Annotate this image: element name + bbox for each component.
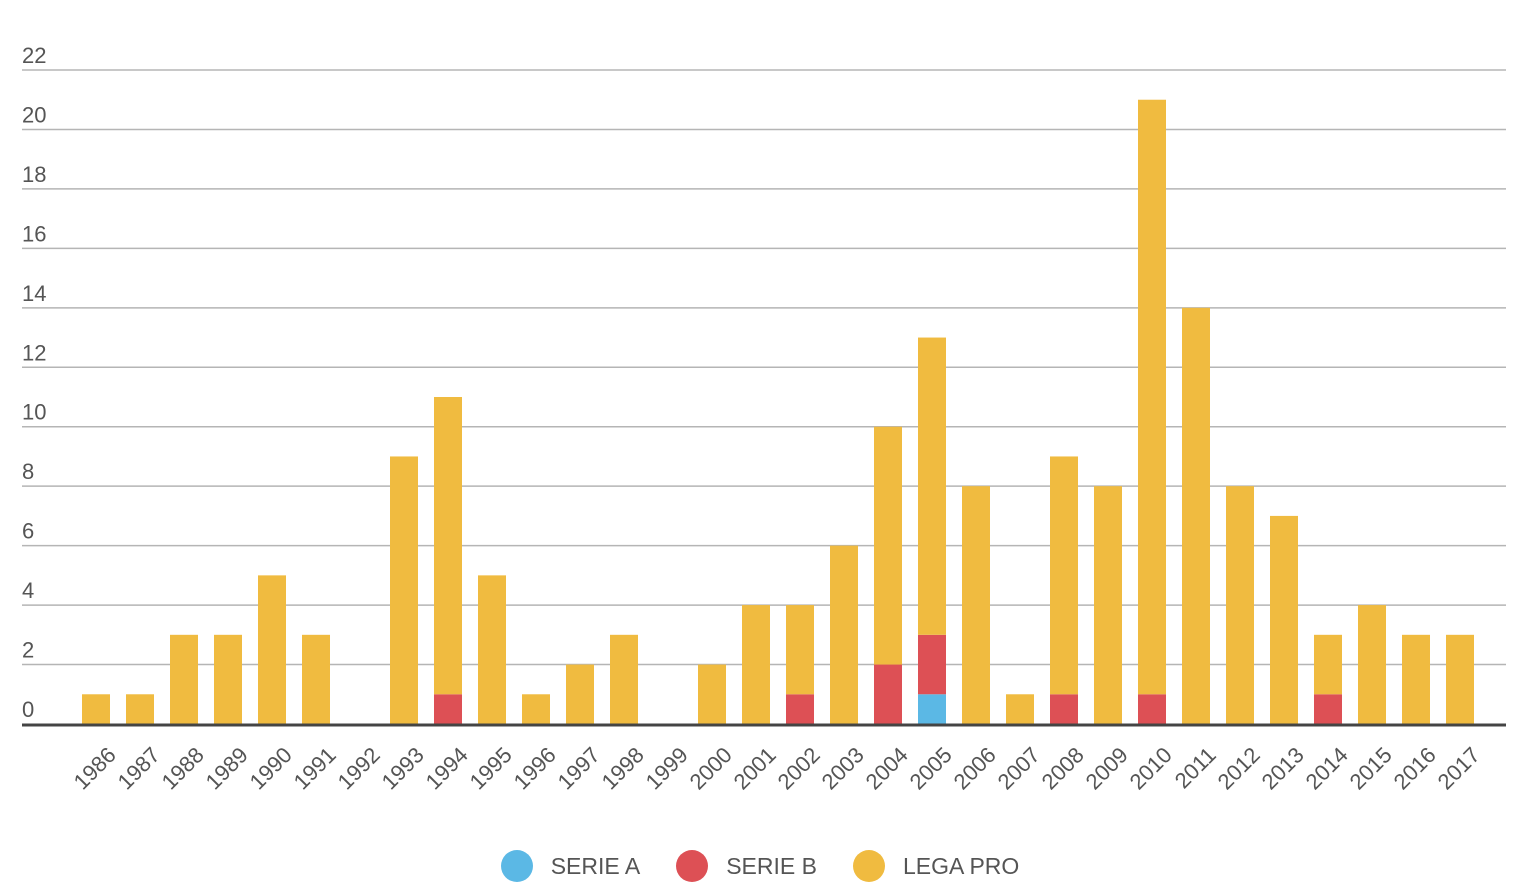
- x-tick-label: 2009: [1081, 742, 1133, 794]
- legend-item: SERIE B: [676, 850, 817, 882]
- x-tick-label: 1998: [597, 742, 649, 794]
- x-tick-label: 1992: [333, 742, 385, 794]
- bar-segment: [170, 634, 198, 724]
- x-tick-label: 2008: [1037, 742, 1089, 794]
- bar-segment: [1050, 456, 1078, 695]
- bar-segment: [918, 694, 946, 724]
- x-tick-label: 1999: [641, 742, 693, 794]
- x-tick-label: 1991: [289, 742, 341, 794]
- bar-segment: [302, 634, 330, 724]
- bar-segment: [566, 664, 594, 724]
- bar-segment: [1314, 634, 1342, 695]
- legend-item: SERIE A: [500, 850, 641, 882]
- x-tick-label: 2006: [949, 742, 1001, 794]
- bar-segment: [1314, 694, 1342, 724]
- x-tick-label: 2011: [1170, 742, 1221, 793]
- bar-segment: [962, 486, 990, 724]
- y-axis-ticks: 0 2 4 6 8 10 12 14 16 18 20 22: [22, 43, 46, 722]
- bars: [82, 99, 1474, 724]
- legend-label: SERIE B: [726, 852, 817, 879]
- bar-segment: [1138, 99, 1166, 695]
- bar-segment: [214, 634, 242, 724]
- x-tick-label: 2017: [1433, 742, 1485, 794]
- x-tick-label: 2000: [685, 742, 737, 794]
- y-tick-label: 20: [22, 102, 46, 127]
- x-tick-label: 2003: [817, 742, 869, 794]
- bar-segment: [610, 634, 638, 724]
- x-tick-label: 2015: [1345, 742, 1397, 794]
- x-tick-label: 1996: [509, 742, 561, 794]
- y-tick-label: 8: [22, 459, 34, 484]
- bar-segment: [874, 426, 902, 665]
- y-tick-label: 22: [22, 43, 46, 68]
- bar-segment: [918, 337, 946, 635]
- legend-item: LEGA PRO: [852, 850, 1020, 882]
- bar-segment: [1182, 307, 1210, 724]
- x-tick-label: 2002: [773, 742, 825, 794]
- x-tick-label: 2014: [1301, 742, 1353, 794]
- legend: SERIE A SERIE B LEGA PRO: [0, 846, 1534, 886]
- bar-segment: [82, 694, 110, 724]
- bar-segment: [1358, 605, 1386, 724]
- x-tick-label: 1987: [113, 742, 165, 794]
- bar-segment: [1270, 515, 1298, 724]
- bar-segment: [1402, 634, 1430, 724]
- y-tick-label: 4: [22, 578, 34, 603]
- bar-segment: [830, 545, 858, 724]
- bar-segment: [390, 456, 418, 724]
- x-axis-ticks: 1986198719881989199019911992199319941995…: [69, 742, 1485, 794]
- bar-segment: [258, 575, 286, 724]
- y-tick-label: 18: [22, 162, 46, 187]
- x-tick-label: 2012: [1213, 742, 1265, 794]
- y-tick-label: 14: [22, 281, 46, 306]
- bar-segment: [1050, 694, 1078, 724]
- bar-segment: [786, 694, 814, 724]
- x-tick-label: 1990: [245, 742, 297, 794]
- y-tick-label: 2: [22, 638, 34, 663]
- y-tick-label: 10: [22, 400, 46, 425]
- x-tick-label: 2001: [729, 742, 781, 794]
- legend-swatch: [500, 850, 533, 882]
- legend-swatch: [852, 850, 885, 882]
- bar-segment: [1138, 694, 1166, 724]
- y-tick-label: 0: [22, 697, 34, 722]
- y-tick-label: 6: [22, 519, 34, 544]
- bar-segment: [786, 605, 814, 695]
- bar-segment: [126, 694, 154, 724]
- y-tick-label: 12: [22, 340, 46, 365]
- bar-segment: [1094, 486, 1122, 724]
- bar-segment: [434, 397, 462, 695]
- bar-segment: [1226, 486, 1254, 724]
- bar-segment: [918, 634, 946, 695]
- x-tick-label: 2007: [993, 742, 1045, 794]
- bar-segment: [1006, 694, 1034, 724]
- legend-swatch: [676, 850, 709, 882]
- x-tick-label: 1986: [69, 742, 121, 794]
- x-tick-label: 1993: [377, 742, 429, 794]
- x-tick-label: 1989: [201, 742, 253, 794]
- legend-label: LEGA PRO: [902, 852, 1020, 879]
- bar-segment: [478, 575, 506, 724]
- y-tick-label: 16: [22, 221, 46, 246]
- x-tick-label: 2004: [861, 742, 913, 794]
- x-tick-label: 1994: [421, 742, 473, 794]
- x-tick-label: 1997: [553, 742, 605, 794]
- bar-segment: [742, 605, 770, 724]
- bar-segment: [1446, 634, 1474, 724]
- x-tick-label: 2016: [1389, 742, 1441, 794]
- x-tick-label: 2005: [905, 742, 957, 794]
- bar-segment: [874, 664, 902, 724]
- x-tick-label: 1988: [157, 742, 209, 794]
- legend-label: SERIE A: [550, 852, 641, 879]
- bar-segment: [698, 664, 726, 724]
- x-tick-label: 2010: [1125, 742, 1177, 794]
- x-tick-label: 2013: [1257, 742, 1309, 794]
- x-tick-label: 1995: [465, 742, 517, 794]
- bar-segment: [522, 694, 550, 724]
- bar-segment: [434, 694, 462, 724]
